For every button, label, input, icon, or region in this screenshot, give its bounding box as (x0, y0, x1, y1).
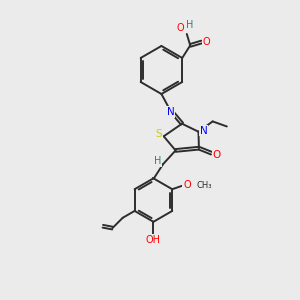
Text: N: N (200, 126, 207, 136)
Text: O: O (202, 37, 210, 47)
Text: N: N (167, 107, 175, 117)
Text: H: H (154, 156, 161, 167)
Text: H: H (186, 20, 193, 30)
Text: OH: OH (146, 235, 161, 245)
Text: O: O (183, 180, 191, 190)
Text: O: O (212, 150, 221, 160)
Text: S: S (155, 130, 162, 140)
Text: O: O (177, 23, 184, 33)
Text: CH₃: CH₃ (197, 181, 212, 190)
